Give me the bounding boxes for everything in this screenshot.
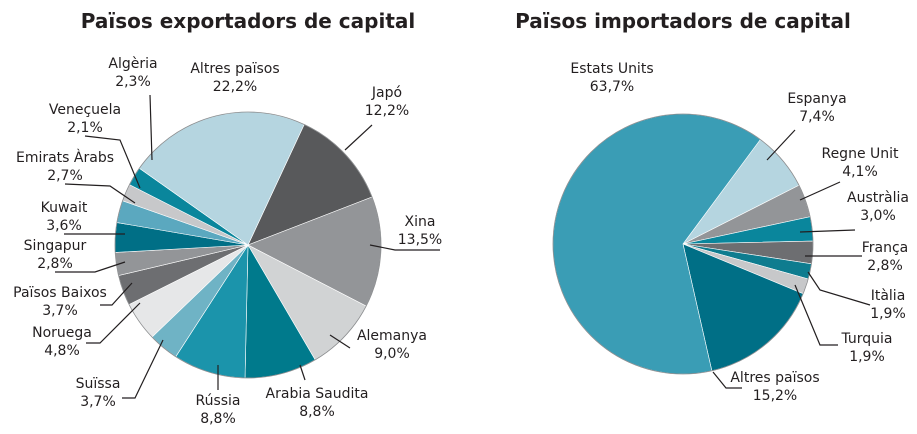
slice-value: 4,8% [44, 343, 80, 359]
slice-label: Algèria [108, 56, 157, 72]
slice-value: 3,7% [80, 394, 116, 410]
slice-value: 9,0% [374, 346, 410, 362]
slice-label: Països Baixos [13, 285, 107, 301]
leader-line [84, 135, 141, 189]
slice-label: Xina [405, 214, 436, 230]
slice-value: 2,8% [37, 256, 73, 272]
slice-label: Altres països [730, 370, 819, 386]
leader-line [712, 371, 742, 389]
slice-value: 8,8% [200, 411, 236, 427]
slice-value: 2,1% [67, 120, 103, 136]
slice-value: 13,5% [398, 232, 442, 248]
slice-label: Turquia [840, 331, 892, 347]
slice-value: 7,4% [799, 109, 835, 125]
slice-label: Japó [371, 85, 402, 101]
slice-label: Espanya [787, 91, 846, 107]
slice-value: 2,8% [867, 258, 903, 274]
slice-label: Rússia [195, 393, 240, 409]
leader-line [299, 364, 306, 381]
pie-outline [114, 111, 382, 379]
slice-label: Austràlia [847, 190, 909, 206]
slice-label: Arabia Saudita [266, 386, 369, 402]
leader-line [807, 271, 871, 306]
chart-title: Països exportadors de capital [81, 9, 416, 33]
slice-label: Estats Units [570, 61, 653, 77]
slice-value: 3,0% [860, 208, 896, 224]
slice-label: França [862, 240, 909, 256]
slice-label: Noruega [32, 325, 92, 341]
leader-line [149, 94, 153, 161]
leader-line [122, 339, 164, 399]
pie-outline [552, 113, 814, 375]
slice-value: 2,3% [115, 74, 151, 90]
leader-line [86, 302, 141, 344]
leader-line [369, 244, 440, 251]
slice-label: Altres països [190, 61, 279, 77]
slice-value: 63,7% [590, 79, 634, 95]
leader-line [799, 229, 856, 233]
slice-value: 3,6% [46, 218, 82, 234]
slice-label: Regne Unit [821, 146, 899, 162]
slice-label: Emirats Àrabs [16, 149, 114, 166]
leader-line [100, 282, 133, 306]
leader-line [55, 261, 126, 273]
slice-label: Alemanya [357, 328, 427, 344]
slice-label: Veneçuela [49, 102, 121, 118]
leader-line [329, 334, 351, 349]
chart-title: Països importadors de capital [515, 9, 851, 33]
slice-label: Kuwait [41, 200, 88, 216]
leader-line [64, 183, 136, 204]
slice-value: 8,8% [299, 404, 335, 420]
slice-value: 4,1% [842, 164, 878, 180]
slice-label: Itàlia [871, 288, 906, 304]
slice-label: Suïssa [76, 376, 121, 392]
leader-line [799, 181, 841, 201]
slice-value: 3,7% [42, 303, 78, 319]
leader-line [766, 129, 796, 161]
leader-line [794, 284, 838, 346]
leader-line [344, 124, 373, 151]
slice-label: Singapur [24, 238, 87, 254]
slice-value: 15,2% [753, 388, 797, 404]
slice-value: 2,7% [47, 168, 83, 184]
slice-value: 12,2% [365, 103, 409, 119]
slice-value: 1,9% [849, 349, 885, 365]
slice-value: 22,2% [213, 79, 257, 95]
slice-value: 1,9% [870, 306, 906, 322]
